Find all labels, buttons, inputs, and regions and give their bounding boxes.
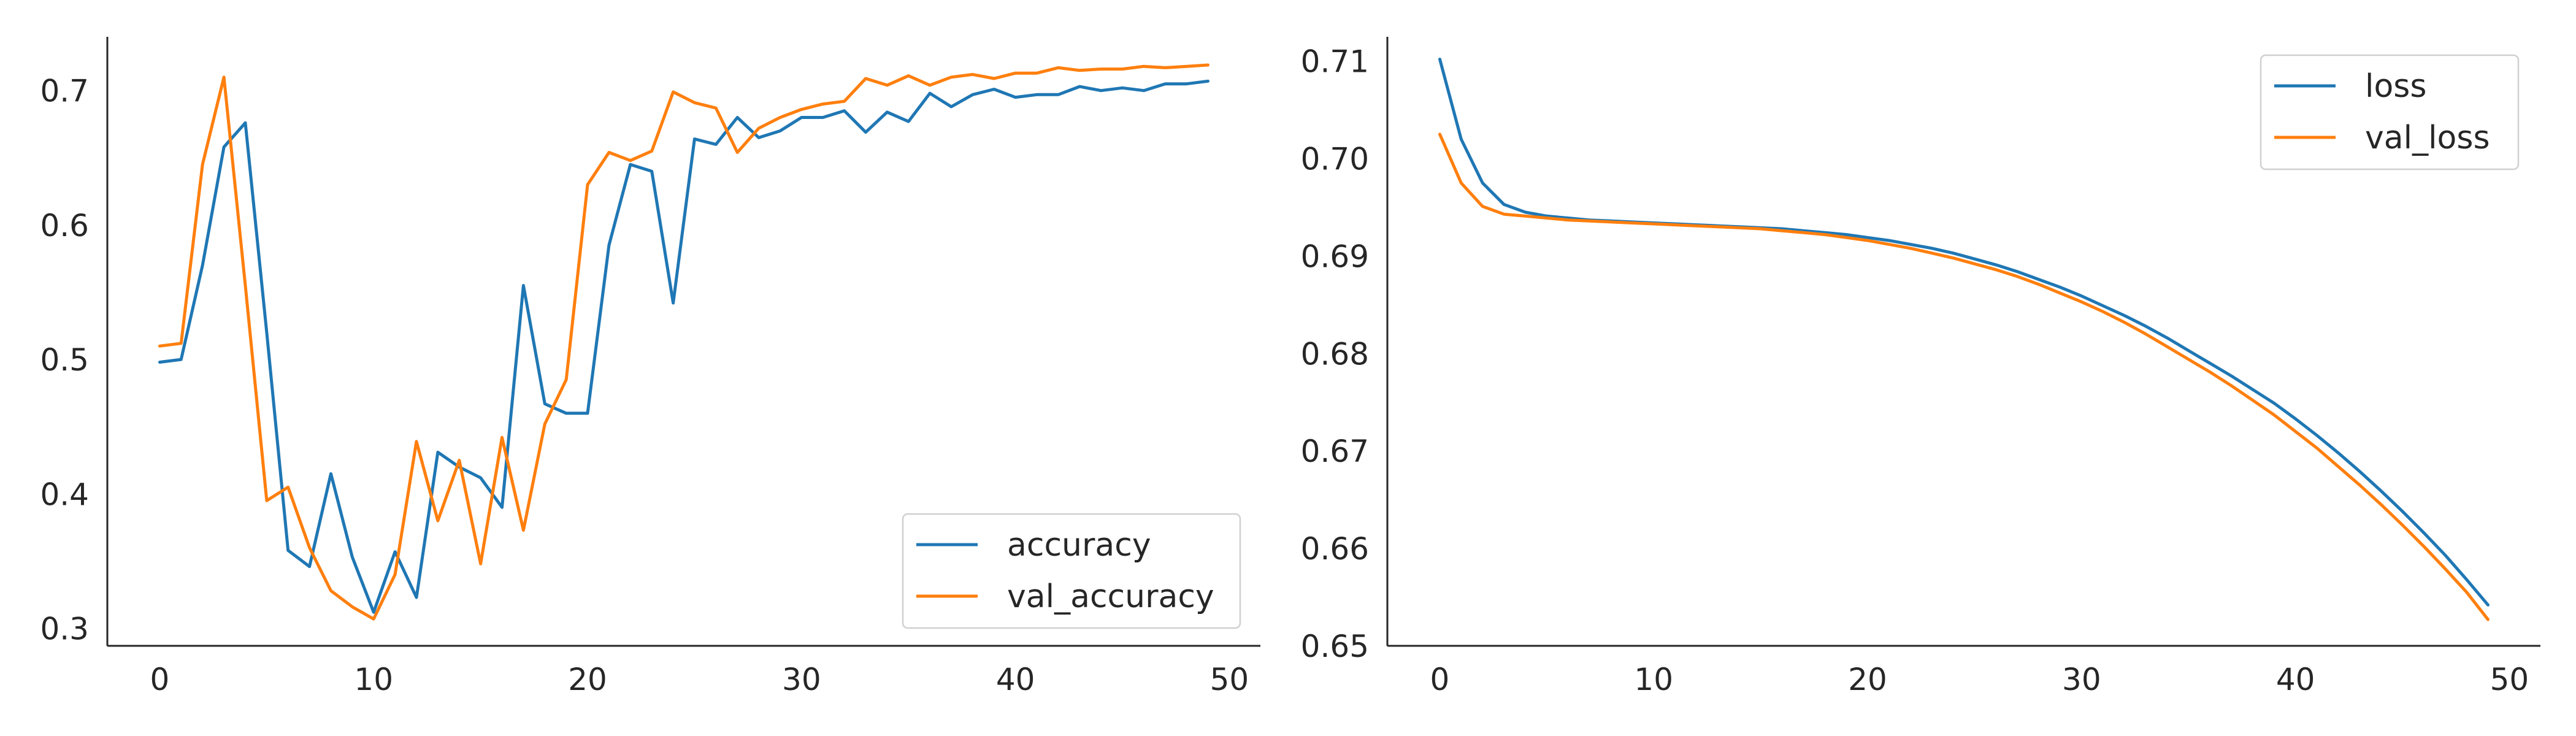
x-tick-label: 20 <box>568 662 607 697</box>
x-tick-label: 0 <box>150 662 170 697</box>
y-tick-label: 0.6 <box>40 208 89 243</box>
y-tick-label: 0.65 <box>1301 629 1369 664</box>
accuracy-panel: 0 10 20 30 40 50 0.3 0.4 0.5 0.6 0.7 accuracy val_ac… <box>40 37 1260 697</box>
y-tick-label: 0.5 <box>40 342 89 378</box>
legend-label-loss: loss <box>2365 68 2426 105</box>
y-tick-label: 0.66 <box>1301 531 1369 567</box>
x-tick-label: 0 <box>1430 662 1450 697</box>
legend-box <box>2260 54 2520 171</box>
y-tick-label: 0.71 <box>1301 44 1369 80</box>
x-tick-label: 40 <box>2276 662 2315 697</box>
series-line-val-accuracy <box>158 63 1209 621</box>
legend-label-val-loss: val_loss <box>2365 120 2490 156</box>
series-line-val-loss <box>1438 132 2490 621</box>
legend-box <box>902 513 1241 629</box>
x-tick-label: 10 <box>1634 662 1673 697</box>
y-tick-label: 0.67 <box>1301 434 1369 469</box>
x-tick-label: 30 <box>2062 662 2101 697</box>
x-tick-label: 50 <box>2490 662 2529 697</box>
y-tick-label: 0.4 <box>40 477 89 512</box>
x-tick-label: 20 <box>1848 662 1887 697</box>
y-tick-label: 0.3 <box>40 611 89 647</box>
y-tick-label: 0.68 <box>1301 336 1369 372</box>
y-tick-label: 0.70 <box>1301 142 1369 177</box>
legend: accuracy val_accuracy <box>902 513 1241 629</box>
x-tick-label: 10 <box>354 662 393 697</box>
x-tick-label: 30 <box>782 662 821 697</box>
legend: loss val_loss <box>2260 54 2520 171</box>
x-tick-label: 40 <box>996 662 1035 697</box>
y-tick-label: 0.69 <box>1301 239 1369 274</box>
y-tick-label: 0.7 <box>40 74 89 109</box>
series-line-accuracy <box>158 79 1209 614</box>
legend-label-val-accuracy: val_accuracy <box>1007 578 1214 615</box>
legend-label-accuracy: accuracy <box>1007 527 1151 564</box>
loss-panel: 0 10 20 30 40 50 0.65 0.66 0.67 0.68 0.69 0.70 0.71 l… <box>1301 37 2540 697</box>
x-tick-label: 50 <box>1210 662 1249 697</box>
